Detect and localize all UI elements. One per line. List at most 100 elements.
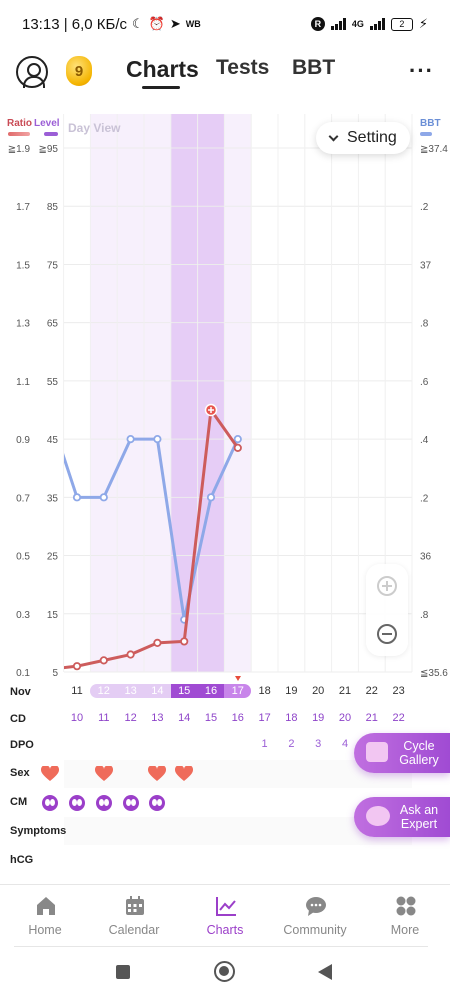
level-badge-icon[interactable]: 9: [66, 56, 92, 86]
ratio-point: [180, 637, 189, 646]
bbt-tick-label: 37: [420, 260, 432, 271]
dpo-cell: 4: [341, 738, 349, 750]
ask-expert-button[interactable]: Ask an Expert: [354, 797, 450, 837]
nav-label-community: Community: [283, 923, 347, 937]
bbt-point: [72, 493, 82, 502]
cervical-mucus-icon: [69, 795, 85, 811]
system-navigation: [0, 948, 450, 1000]
community-icon: [306, 897, 326, 916]
cd-cell: 20: [338, 712, 352, 724]
setting-button[interactable]: Setting: [316, 122, 410, 154]
date-highlight: [197, 684, 225, 698]
divider: [14, 946, 428, 947]
profile-icon[interactable]: [16, 56, 48, 88]
charts-icon: [216, 897, 236, 916]
date-cell: 14: [151, 685, 164, 697]
tab-tests[interactable]: Tests: [216, 56, 270, 79]
legend-bbt: BBT: [420, 118, 441, 129]
nav-label-charts: Charts: [206, 923, 244, 937]
more-options-icon[interactable]: ···: [409, 58, 434, 83]
date-cell: 15: [178, 685, 191, 697]
date-cell: 13: [124, 685, 137, 697]
cd-cell: 16: [231, 712, 244, 724]
chevron-down-icon: [328, 131, 339, 141]
legend-level-swatch: [44, 132, 58, 136]
highlight-column-13: [117, 114, 144, 672]
cycle-gallery-button[interactable]: Cycle Gallery: [354, 733, 450, 773]
date-cell: 11: [71, 685, 83, 697]
bbt-point: [153, 435, 162, 444]
home-icon: [37, 897, 55, 915]
day-view-label: Day View: [68, 121, 121, 135]
tab-charts[interactable]: Charts: [126, 56, 199, 82]
date-cell: 20: [312, 685, 325, 697]
bbt-tick-label: 36: [420, 552, 432, 563]
dpo-cell: 2: [288, 738, 295, 750]
nav-charts[interactable]: Charts: [180, 885, 270, 947]
bbt-tick-label: .4: [420, 435, 429, 446]
dpo-cell: 1: [261, 738, 268, 750]
status-bar: 13:13 | 6,0 КБ/с ☾ ⏰ ➤ WB R 4G 2 ⚡: [0, 0, 450, 48]
nav-home[interactable]: Home: [0, 885, 90, 947]
nav-label-home: Home: [28, 923, 62, 937]
zoom-in-icon[interactable]: [377, 576, 397, 596]
cd-cell: 12: [124, 712, 137, 724]
nav-label-calendar: Calendar: [108, 923, 160, 937]
zoom-out-icon[interactable]: [377, 624, 397, 644]
calendar-icon: [126, 896, 144, 915]
nav-more[interactable]: More: [360, 885, 450, 947]
level-tick-label: ≧95: [38, 144, 58, 155]
date-highlight: [170, 684, 198, 698]
ratio-tick-label: ≧1.9: [8, 144, 31, 155]
home-button-icon[interactable]: [214, 961, 235, 982]
legend-bbt-swatch: [420, 132, 432, 136]
nav-calendar[interactable]: Calendar: [89, 885, 179, 947]
ratio-point: [99, 656, 108, 665]
date-highlight: [90, 684, 118, 698]
tab-bbt[interactable]: BBT: [292, 56, 336, 79]
date-cell: 21: [338, 685, 352, 697]
vpn-icon: R: [310, 17, 325, 31]
telegram-icon: ➤: [169, 16, 181, 31]
recents-icon[interactable]: [116, 965, 130, 979]
bbt-tick-label: .6: [420, 377, 429, 388]
back-icon[interactable]: [318, 964, 332, 980]
row-label-hcg: hCG: [10, 854, 34, 866]
row-label-cd: CD: [10, 713, 26, 725]
gallery-icon: [366, 742, 388, 762]
hormone-chart[interactable]: 0.1 0.3 0.5 0.7 0.9 1.1 1.3 1.5 1.7 ≧1.9 5 15 25 35 45…: [0, 112, 450, 692]
sex-row-band: [64, 760, 412, 788]
heart-icon: [94, 764, 113, 782]
bottom-navigation: Home Calendar Charts Community More: [0, 884, 450, 946]
cycle-gallery-label: Cycle Gallery: [399, 739, 439, 767]
ratio-point: [72, 662, 82, 671]
highlight-column-16: [197, 114, 225, 672]
bbt-tick-label: .2: [420, 202, 429, 213]
cd-cell: 11: [98, 712, 110, 724]
ratio-point: [233, 443, 242, 452]
level-tick-label: 85: [47, 202, 59, 213]
ratio-tick-label: 1.7: [16, 202, 30, 213]
bbt-point: [126, 435, 135, 444]
cycle-rows: Nov CD DPO Sex CM Symptoms hCG Cycle Gal…: [0, 674, 450, 880]
highlight-column-15: [170, 114, 198, 672]
ratio-tick-label: 0.5: [16, 552, 30, 563]
signal-icon: [330, 18, 346, 30]
ratio-tick-label: 0.3: [16, 610, 30, 621]
active-tab-indicator: [142, 86, 180, 89]
highlight-column-17: [224, 114, 252, 672]
cd-cell: 22: [392, 712, 405, 724]
battery-icon: 2: [390, 17, 413, 31]
level-tick-label: 45: [47, 435, 59, 446]
level-tick-label: 15: [47, 610, 59, 621]
bbt-tick-label: .8: [420, 319, 429, 330]
date-highlight: [224, 684, 252, 698]
heart-icon: [148, 764, 167, 782]
expert-chat-icon: [366, 806, 390, 826]
ask-expert-label: Ask an Expert: [399, 803, 439, 831]
date-cell: 16: [204, 685, 218, 697]
legend-ratio-swatch: [8, 132, 30, 136]
level-tick-label: 25: [47, 552, 59, 563]
nav-community[interactable]: Community: [270, 885, 360, 947]
ratio-tick-label: 1.1: [16, 377, 30, 388]
